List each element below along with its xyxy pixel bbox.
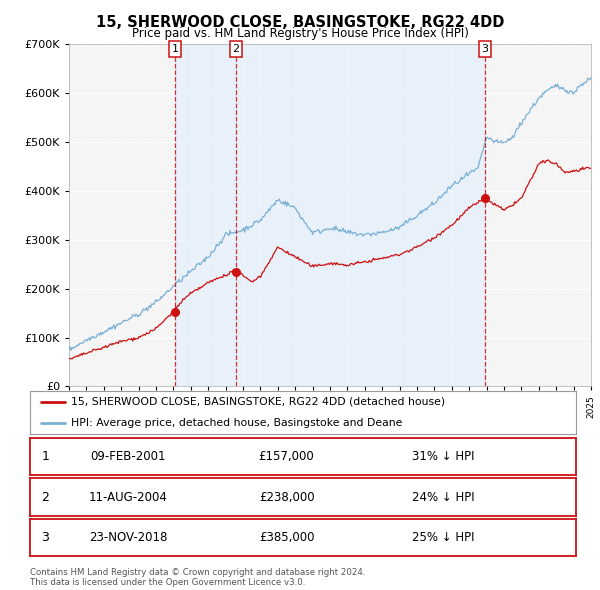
Bar	[236, 44, 485, 386]
Text: 25% ↓ HPI: 25% ↓ HPI	[412, 531, 475, 545]
Text: 24% ↓ HPI: 24% ↓ HPI	[412, 490, 475, 504]
Text: 15, SHERWOOD CLOSE, BASINGSTOKE, RG22 4DD: 15, SHERWOOD CLOSE, BASINGSTOKE, RG22 4D…	[96, 15, 504, 30]
Text: 3: 3	[481, 44, 488, 54]
Text: £238,000: £238,000	[259, 490, 314, 504]
Text: 3: 3	[41, 531, 49, 545]
Text: Contains HM Land Registry data © Crown copyright and database right 2024.
This d: Contains HM Land Registry data © Crown c…	[30, 568, 365, 587]
Text: 23-NOV-2018: 23-NOV-2018	[89, 531, 167, 545]
Text: 09-FEB-2001: 09-FEB-2001	[91, 450, 166, 463]
Text: 15, SHERWOOD CLOSE, BASINGSTOKE, RG22 4DD (detached house): 15, SHERWOOD CLOSE, BASINGSTOKE, RG22 4D…	[71, 397, 445, 407]
Text: 31% ↓ HPI: 31% ↓ HPI	[412, 450, 475, 463]
Text: 11-AUG-2004: 11-AUG-2004	[89, 490, 168, 504]
Text: 2: 2	[232, 44, 239, 54]
Text: 2: 2	[41, 490, 49, 504]
Text: £385,000: £385,000	[259, 531, 314, 545]
Bar	[175, 44, 236, 386]
Text: Price paid vs. HM Land Registry's House Price Index (HPI): Price paid vs. HM Land Registry's House …	[131, 27, 469, 40]
Text: £157,000: £157,000	[259, 450, 314, 463]
Text: 1: 1	[172, 44, 179, 54]
Text: 1: 1	[41, 450, 49, 463]
Text: HPI: Average price, detached house, Basingstoke and Deane: HPI: Average price, detached house, Basi…	[71, 418, 403, 428]
